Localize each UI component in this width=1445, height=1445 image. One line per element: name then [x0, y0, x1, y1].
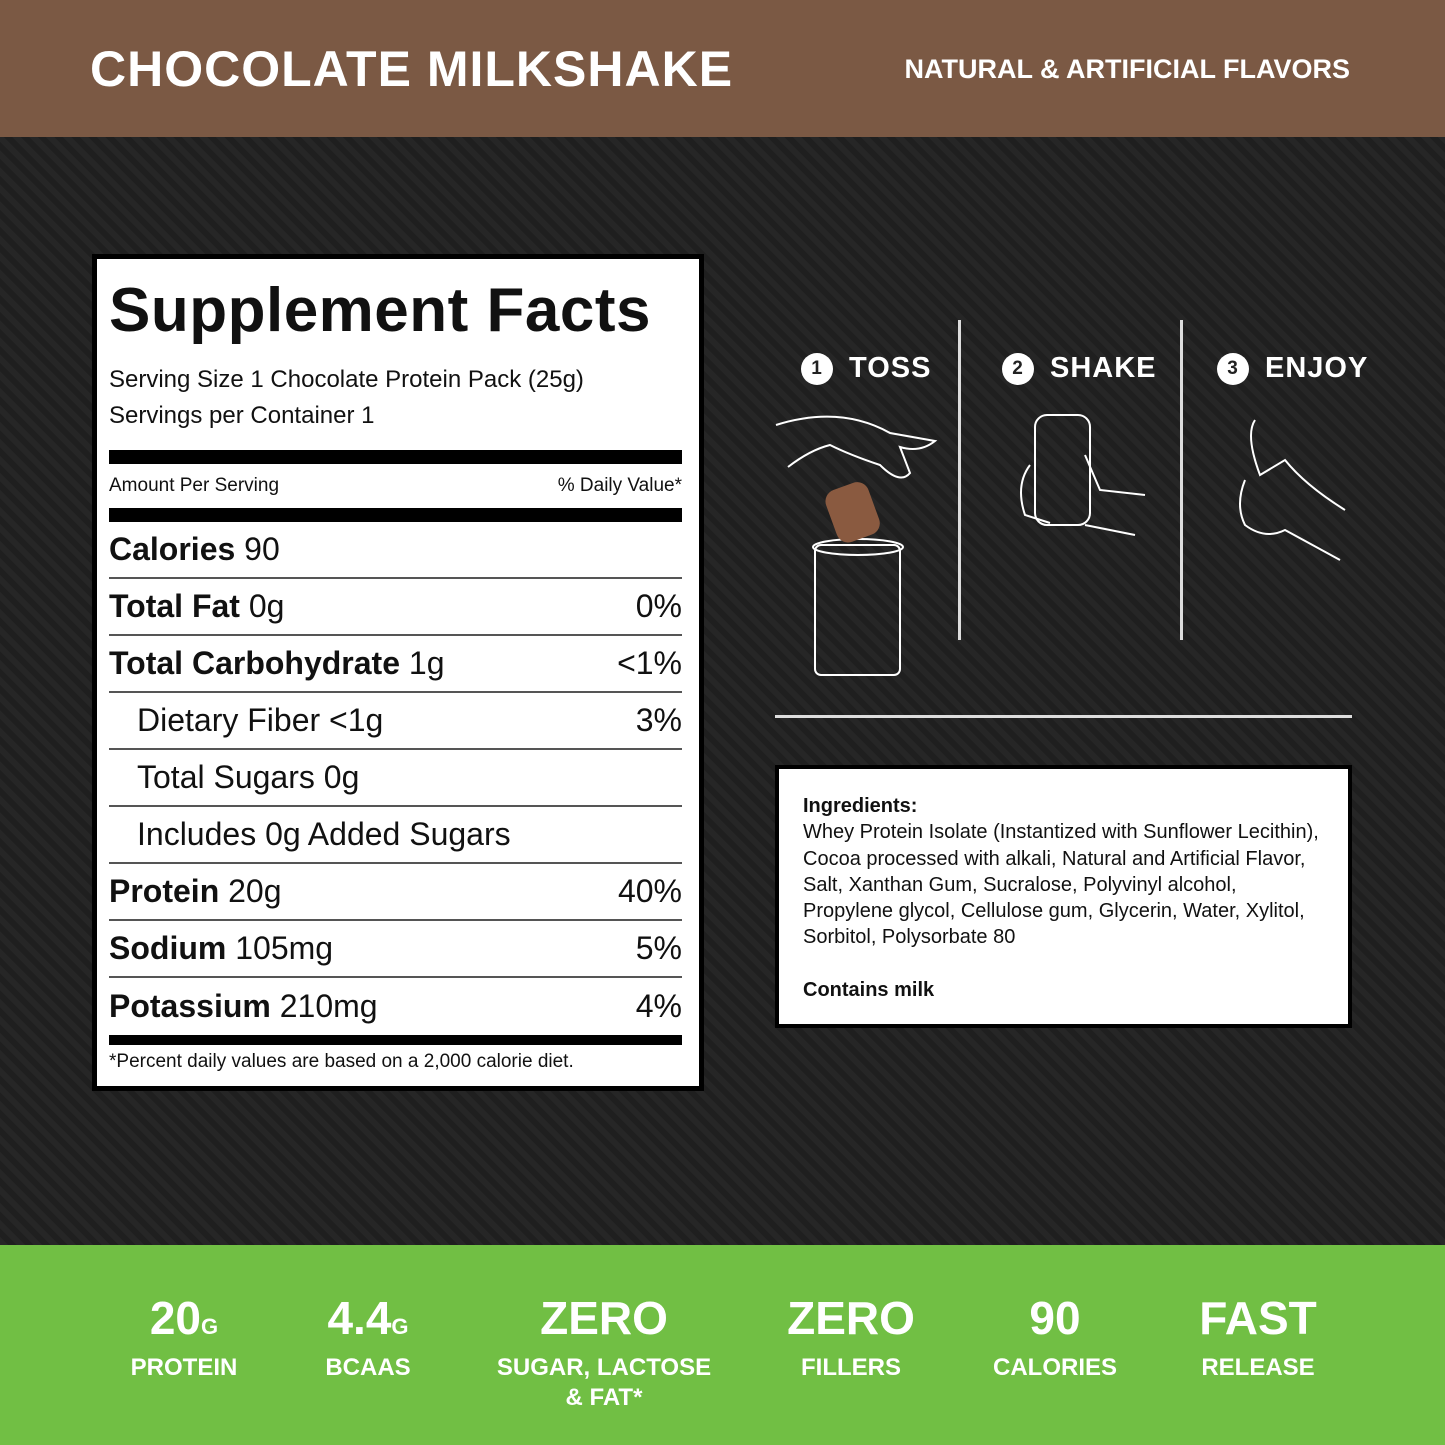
stat-unit: G — [201, 1314, 219, 1339]
divider — [109, 1035, 682, 1045]
nutrient-daily-value: 40% — [617, 873, 682, 909]
nutrient-amount: 1g — [408, 645, 445, 681]
stat-label: RELEASE — [1201, 1354, 1315, 1381]
benefit-stat: ZERO SUGAR, LACTOSE & FAT* — [497, 1292, 711, 1413]
nutrient-row: Calories 90 — [109, 522, 682, 579]
flavor-label: NATURAL & ARTIFICIAL FLAVORS — [904, 54, 1350, 84]
step-label: ENJOY — [1265, 352, 1369, 384]
nutrient-name: Total Carbohydrate — [109, 645, 400, 681]
step-number: 3 — [1217, 352, 1249, 385]
section-divider — [775, 715, 1352, 718]
step-number: 1 — [801, 352, 833, 385]
nutrient-daily-value: 4% — [635, 988, 682, 1024]
servings-per-container: Servings per Container 1 — [109, 402, 375, 429]
product-title: CHOCOLATE MILKSHAKE — [90, 41, 734, 97]
facts-title: Supplement Facts — [109, 276, 651, 345]
divider — [109, 508, 682, 522]
nutrient-daily-value: 5% — [635, 930, 682, 966]
footnote: *Percent daily values are based on a 2,0… — [109, 1051, 574, 1072]
nutrient-name: Total Sugars 0g — [137, 759, 360, 795]
nutrient-name: Protein — [109, 873, 220, 909]
stat-label: PROTEIN — [130, 1354, 238, 1381]
nutrient-amount: 0g — [248, 588, 285, 624]
serving-size: Serving Size 1 Chocolate Protein Pack (2… — [109, 366, 584, 393]
nutrient-row: Sodium 105mg 5% — [109, 921, 682, 978]
amount-header: Amount Per Serving % Daily Value* — [109, 464, 682, 508]
step-divider — [958, 320, 961, 640]
nutrient-daily-value: 3% — [635, 702, 682, 738]
allergen-statement: Contains milk — [803, 978, 935, 1001]
step-enjoy: 3 ENJOY — [1217, 352, 1368, 385]
stat-value: 90 — [1029, 1292, 1081, 1344]
step-label: TOSS — [849, 352, 932, 384]
stat-label: FILLERS — [801, 1354, 901, 1381]
nutrient-row: Total Carbohydrate 1g <1% — [109, 636, 682, 693]
nutrient-daily-value: <1% — [617, 645, 682, 681]
nutrient-amount: 210mg — [279, 988, 378, 1024]
step-number: 2 — [1002, 352, 1034, 385]
step-label: SHAKE — [1050, 352, 1157, 384]
ingredients-heading: Ingredients: — [803, 795, 918, 817]
stat-label: CALORIES — [992, 1354, 1118, 1381]
nutrient-name: Sodium — [109, 930, 227, 966]
stat-label: SUGAR, LACTOSE — [496, 1354, 712, 1381]
ingredients-panel: Ingredients: Whey Protein Isolate (Insta… — [775, 765, 1352, 1028]
nutrient-row: Dietary Fiber <1g 3% — [109, 693, 682, 750]
stat-label: BCAAS — [325, 1354, 411, 1381]
nutrient-amount: 90 — [244, 531, 280, 567]
supplement-facts-panel: Supplement Facts Serving Size 1 Chocolat… — [92, 254, 704, 1091]
stat-value: FAST — [1199, 1292, 1317, 1344]
nutrient-daily-value: 0% — [635, 588, 682, 624]
benefit-stat: 4.4G BCAAS — [325, 1292, 410, 1383]
benefit-stat: 90 CALORIES — [993, 1292, 1117, 1383]
nutrient-name: Dietary Fiber <1g — [137, 702, 384, 738]
step-shake: 2 SHAKE — [1002, 352, 1157, 385]
stat-unit: G — [391, 1314, 409, 1339]
nutrient-row: Total Fat 0g 0% — [109, 579, 682, 636]
benefit-stat: FAST RELEASE — [1199, 1292, 1317, 1383]
nutrient-name: Total Fat — [109, 588, 240, 624]
benefit-stat: 20G PROTEIN — [131, 1292, 238, 1383]
stat-value: 4.4 — [327, 1292, 392, 1344]
stat-value: ZERO — [787, 1292, 915, 1344]
nutrient-row: Potassium 210mg 4% — [109, 978, 682, 1035]
nutrient-amount: 20g — [228, 873, 282, 909]
nutrient-name: Includes 0g Added Sugars — [137, 816, 511, 852]
nutrient-row: Protein 20g 40% — [109, 864, 682, 921]
step-divider — [1180, 320, 1183, 640]
header-bar: CHOCOLATE MILKSHAKE NATURAL & ARTIFICIAL… — [0, 0, 1445, 137]
nutrient-name: Calories — [109, 531, 236, 567]
toss-illustration-icon — [775, 415, 938, 676]
nutrient-row: Includes 0g Added Sugars — [109, 807, 682, 864]
divider — [109, 450, 682, 464]
stat-value: ZERO — [540, 1292, 668, 1344]
dv-label: % Daily Value* — [557, 475, 682, 496]
shake-illustration-icon — [1020, 414, 1146, 536]
thumbs-up-illustration-icon — [1239, 419, 1346, 561]
nutrient-row: Total Sugars 0g — [109, 750, 682, 807]
stat-label: & FAT* — [565, 1384, 643, 1411]
nutrient-name: Potassium — [109, 988, 271, 1024]
nutrient-amount: 105mg — [235, 930, 334, 966]
amount-label: Amount Per Serving — [109, 475, 280, 496]
ingredients-text: Whey Protein Isolate (Instantized with S… — [803, 821, 1319, 949]
benefit-stat: ZERO FILLERS — [787, 1292, 915, 1383]
step-toss: 1 TOSS — [801, 352, 931, 385]
benefits-banner — [0, 1245, 1445, 1445]
stat-value: 20 — [149, 1292, 202, 1344]
